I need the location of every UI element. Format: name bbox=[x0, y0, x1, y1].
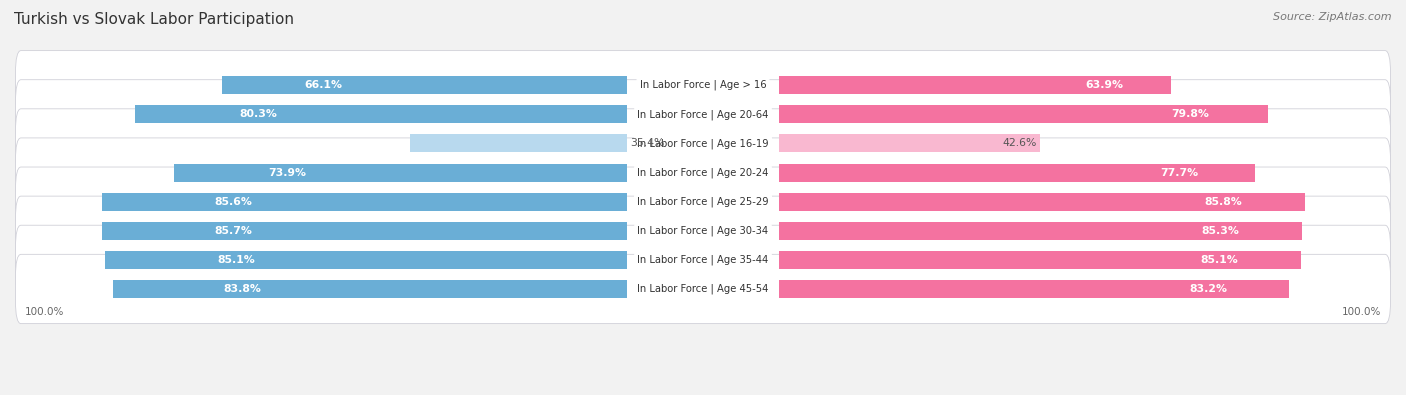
Text: 85.6%: 85.6% bbox=[215, 197, 253, 207]
Text: 100.0%: 100.0% bbox=[1343, 307, 1382, 317]
Text: 85.1%: 85.1% bbox=[217, 255, 254, 265]
Text: In Labor Force | Age 20-24: In Labor Force | Age 20-24 bbox=[637, 167, 769, 178]
Text: 66.1%: 66.1% bbox=[304, 80, 342, 90]
Text: In Labor Force | Age 25-29: In Labor Force | Age 25-29 bbox=[637, 196, 769, 207]
Text: Source: ZipAtlas.com: Source: ZipAtlas.com bbox=[1274, 12, 1392, 22]
Text: 100.0%: 100.0% bbox=[24, 307, 63, 317]
Bar bbox=[222, 76, 627, 94]
FancyBboxPatch shape bbox=[15, 196, 1391, 265]
Text: 42.6%: 42.6% bbox=[1002, 138, 1036, 149]
Text: 79.8%: 79.8% bbox=[1171, 109, 1209, 119]
Bar bbox=[174, 164, 627, 182]
Bar bbox=[101, 222, 627, 240]
Text: 35.4%: 35.4% bbox=[631, 138, 665, 149]
Text: 83.8%: 83.8% bbox=[224, 284, 260, 294]
Bar bbox=[411, 134, 627, 152]
Text: Turkish vs Slovak Labor Participation: Turkish vs Slovak Labor Participation bbox=[14, 12, 294, 27]
Text: In Labor Force | Age 20-64: In Labor Force | Age 20-64 bbox=[637, 109, 769, 120]
Bar bbox=[779, 280, 1289, 298]
Bar bbox=[114, 280, 627, 298]
Text: In Labor Force | Age 45-54: In Labor Force | Age 45-54 bbox=[637, 284, 769, 294]
Bar bbox=[105, 251, 627, 269]
Text: 85.3%: 85.3% bbox=[1201, 226, 1239, 236]
Text: 85.8%: 85.8% bbox=[1204, 197, 1241, 207]
Bar bbox=[103, 193, 627, 211]
Text: In Labor Force | Age > 16: In Labor Force | Age > 16 bbox=[640, 80, 766, 90]
Text: In Labor Force | Age 35-44: In Labor Force | Age 35-44 bbox=[637, 255, 769, 265]
Bar bbox=[779, 134, 1040, 152]
Text: In Labor Force | Age 30-34: In Labor Force | Age 30-34 bbox=[637, 226, 769, 236]
Text: 73.9%: 73.9% bbox=[269, 167, 307, 178]
Text: 80.3%: 80.3% bbox=[239, 109, 277, 119]
FancyBboxPatch shape bbox=[15, 51, 1391, 120]
Bar bbox=[779, 164, 1256, 182]
Text: 63.9%: 63.9% bbox=[1085, 80, 1123, 90]
FancyBboxPatch shape bbox=[15, 225, 1391, 295]
Text: In Labor Force | Age 16-19: In Labor Force | Age 16-19 bbox=[637, 138, 769, 149]
Bar bbox=[779, 76, 1171, 94]
Text: 85.1%: 85.1% bbox=[1201, 255, 1237, 265]
Bar bbox=[779, 105, 1268, 123]
Bar bbox=[779, 193, 1305, 211]
Bar bbox=[779, 251, 1301, 269]
FancyBboxPatch shape bbox=[15, 167, 1391, 236]
FancyBboxPatch shape bbox=[15, 80, 1391, 149]
Bar bbox=[135, 105, 627, 123]
FancyBboxPatch shape bbox=[15, 254, 1391, 324]
Text: 83.2%: 83.2% bbox=[1189, 284, 1227, 294]
Text: 77.7%: 77.7% bbox=[1160, 167, 1198, 178]
Text: 85.7%: 85.7% bbox=[214, 226, 252, 236]
FancyBboxPatch shape bbox=[15, 138, 1391, 207]
FancyBboxPatch shape bbox=[15, 109, 1391, 178]
Bar bbox=[779, 222, 1302, 240]
